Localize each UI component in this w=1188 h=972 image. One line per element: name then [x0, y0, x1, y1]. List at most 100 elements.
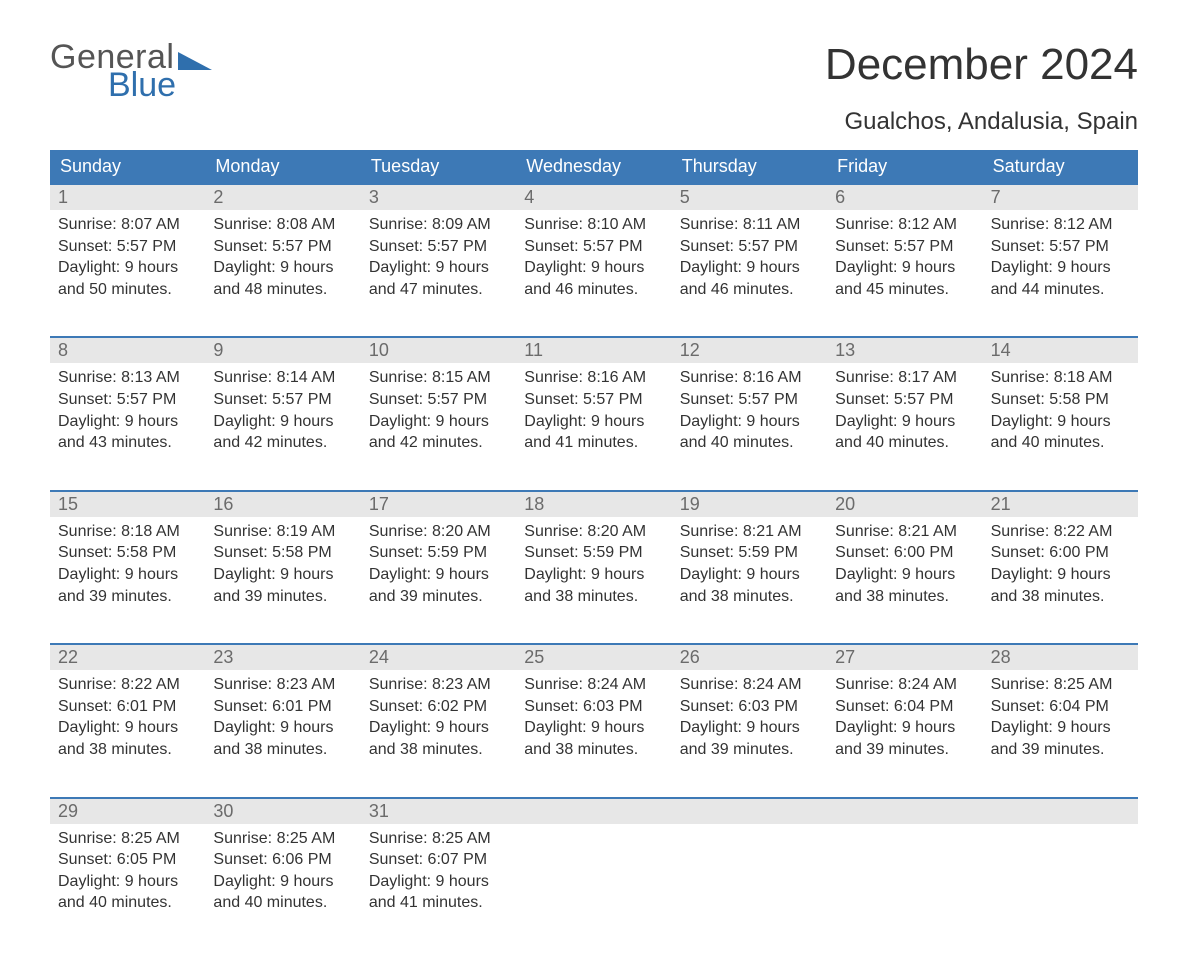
header: General Blue December 2024: [50, 40, 1138, 102]
day-number: 12: [672, 338, 827, 363]
day1-text: Daylight: 9 hours: [991, 257, 1130, 279]
sunset-text: Sunset: 6:05 PM: [58, 849, 197, 871]
calendar-day: Sunrise: 8:17 AMSunset: 5:57 PMDaylight:…: [827, 363, 982, 471]
day2-text: and 43 minutes.: [58, 432, 197, 454]
day1-text: Daylight: 9 hours: [369, 717, 508, 739]
day-number-row: 15161718192021: [50, 492, 1138, 517]
day2-text: and 42 minutes.: [213, 432, 352, 454]
day1-text: Daylight: 9 hours: [991, 411, 1130, 433]
sunset-text: Sunset: 5:57 PM: [369, 389, 508, 411]
day-number: 30: [205, 799, 360, 824]
calendar-day: Sunrise: 8:09 AMSunset: 5:57 PMDaylight:…: [361, 210, 516, 318]
day1-text: Daylight: 9 hours: [680, 564, 819, 586]
day2-text: and 39 minutes.: [991, 739, 1130, 761]
sunset-text: Sunset: 5:58 PM: [58, 542, 197, 564]
sunrise-text: Sunrise: 8:21 AM: [835, 521, 974, 543]
day1-text: Daylight: 9 hours: [58, 871, 197, 893]
day1-text: Daylight: 9 hours: [991, 717, 1130, 739]
sunset-text: Sunset: 6:04 PM: [991, 696, 1130, 718]
day-number: 7: [983, 185, 1138, 210]
calendar-day: Sunrise: 8:21 AMSunset: 6:00 PMDaylight:…: [827, 517, 982, 625]
calendar-day: Sunrise: 8:16 AMSunset: 5:57 PMDaylight:…: [516, 363, 671, 471]
sunrise-text: Sunrise: 8:19 AM: [213, 521, 352, 543]
day-number-row: 293031: [50, 799, 1138, 824]
sunrise-text: Sunrise: 8:11 AM: [680, 214, 819, 236]
sunrise-text: Sunrise: 8:07 AM: [58, 214, 197, 236]
day-number: 27: [827, 645, 982, 670]
sunrise-text: Sunrise: 8:25 AM: [213, 828, 352, 850]
calendar-day: Sunrise: 8:25 AMSunset: 6:06 PMDaylight:…: [205, 824, 360, 932]
sunrise-text: Sunrise: 8:10 AM: [524, 214, 663, 236]
day1-text: Daylight: 9 hours: [369, 871, 508, 893]
sunset-text: Sunset: 5:59 PM: [369, 542, 508, 564]
calendar-week: 891011121314Sunrise: 8:13 AMSunset: 5:57…: [50, 336, 1138, 471]
calendar-day: Sunrise: 8:11 AMSunset: 5:57 PMDaylight:…: [672, 210, 827, 318]
sunset-text: Sunset: 5:59 PM: [524, 542, 663, 564]
sunset-text: Sunset: 5:57 PM: [991, 236, 1130, 258]
sunrise-text: Sunrise: 8:14 AM: [213, 367, 352, 389]
day2-text: and 38 minutes.: [58, 739, 197, 761]
dow-monday: Monday: [205, 150, 360, 183]
sunrise-text: Sunrise: 8:13 AM: [58, 367, 197, 389]
day-number: 14: [983, 338, 1138, 363]
day-number: 15: [50, 492, 205, 517]
day-number-row: 891011121314: [50, 338, 1138, 363]
sunrise-text: Sunrise: 8:25 AM: [369, 828, 508, 850]
day-number: [516, 799, 671, 824]
day1-text: Daylight: 9 hours: [58, 564, 197, 586]
day-number: [983, 799, 1138, 824]
day-number: 17: [361, 492, 516, 517]
day1-text: Daylight: 9 hours: [213, 717, 352, 739]
day-number: 9: [205, 338, 360, 363]
day1-text: Daylight: 9 hours: [680, 717, 819, 739]
calendar-day: Sunrise: 8:18 AMSunset: 5:58 PMDaylight:…: [50, 517, 205, 625]
sunrise-text: Sunrise: 8:18 AM: [991, 367, 1130, 389]
calendar: Sunday Monday Tuesday Wednesday Thursday…: [50, 150, 1138, 932]
day-number: 4: [516, 185, 671, 210]
location-subtitle: Gualchos, Andalusia, Spain: [50, 108, 1138, 136]
day-number-row: 22232425262728: [50, 645, 1138, 670]
sunrise-text: Sunrise: 8:23 AM: [369, 674, 508, 696]
sunrise-text: Sunrise: 8:18 AM: [58, 521, 197, 543]
day1-text: Daylight: 9 hours: [213, 411, 352, 433]
day1-text: Daylight: 9 hours: [835, 564, 974, 586]
day-number: 16: [205, 492, 360, 517]
sunset-text: Sunset: 5:57 PM: [680, 236, 819, 258]
day1-text: Daylight: 9 hours: [369, 411, 508, 433]
calendar-day: Sunrise: 8:13 AMSunset: 5:57 PMDaylight:…: [50, 363, 205, 471]
day-number: [827, 799, 982, 824]
day2-text: and 50 minutes.: [58, 279, 197, 301]
day2-text: and 39 minutes.: [369, 586, 508, 608]
calendar-day: [983, 824, 1138, 932]
day2-text: and 38 minutes.: [680, 586, 819, 608]
calendar-day: Sunrise: 8:22 AMSunset: 6:01 PMDaylight:…: [50, 670, 205, 778]
day-number: 18: [516, 492, 671, 517]
calendar-day: Sunrise: 8:19 AMSunset: 5:58 PMDaylight:…: [205, 517, 360, 625]
sunset-text: Sunset: 5:57 PM: [213, 389, 352, 411]
calendar-day: Sunrise: 8:23 AMSunset: 6:01 PMDaylight:…: [205, 670, 360, 778]
sunset-text: Sunset: 6:03 PM: [524, 696, 663, 718]
calendar-day: Sunrise: 8:15 AMSunset: 5:57 PMDaylight:…: [361, 363, 516, 471]
calendar-day: Sunrise: 8:21 AMSunset: 5:59 PMDaylight:…: [672, 517, 827, 625]
calendar-day: Sunrise: 8:12 AMSunset: 5:57 PMDaylight:…: [827, 210, 982, 318]
sunrise-text: Sunrise: 8:12 AM: [991, 214, 1130, 236]
dow-friday: Friday: [827, 150, 982, 183]
calendar-day: Sunrise: 8:07 AMSunset: 5:57 PMDaylight:…: [50, 210, 205, 318]
sunrise-text: Sunrise: 8:15 AM: [369, 367, 508, 389]
day2-text: and 44 minutes.: [991, 279, 1130, 301]
sunrise-text: Sunrise: 8:25 AM: [58, 828, 197, 850]
sunset-text: Sunset: 5:57 PM: [524, 389, 663, 411]
day1-text: Daylight: 9 hours: [58, 717, 197, 739]
sunrise-text: Sunrise: 8:12 AM: [835, 214, 974, 236]
day2-text: and 41 minutes.: [369, 892, 508, 914]
day1-text: Daylight: 9 hours: [213, 871, 352, 893]
day-number: 22: [50, 645, 205, 670]
sunrise-text: Sunrise: 8:24 AM: [835, 674, 974, 696]
day2-text: and 47 minutes.: [369, 279, 508, 301]
calendar-day: Sunrise: 8:25 AMSunset: 6:05 PMDaylight:…: [50, 824, 205, 932]
day2-text: and 46 minutes.: [524, 279, 663, 301]
day2-text: and 45 minutes.: [835, 279, 974, 301]
day2-text: and 40 minutes.: [991, 432, 1130, 454]
day1-text: Daylight: 9 hours: [524, 564, 663, 586]
sunset-text: Sunset: 5:59 PM: [680, 542, 819, 564]
